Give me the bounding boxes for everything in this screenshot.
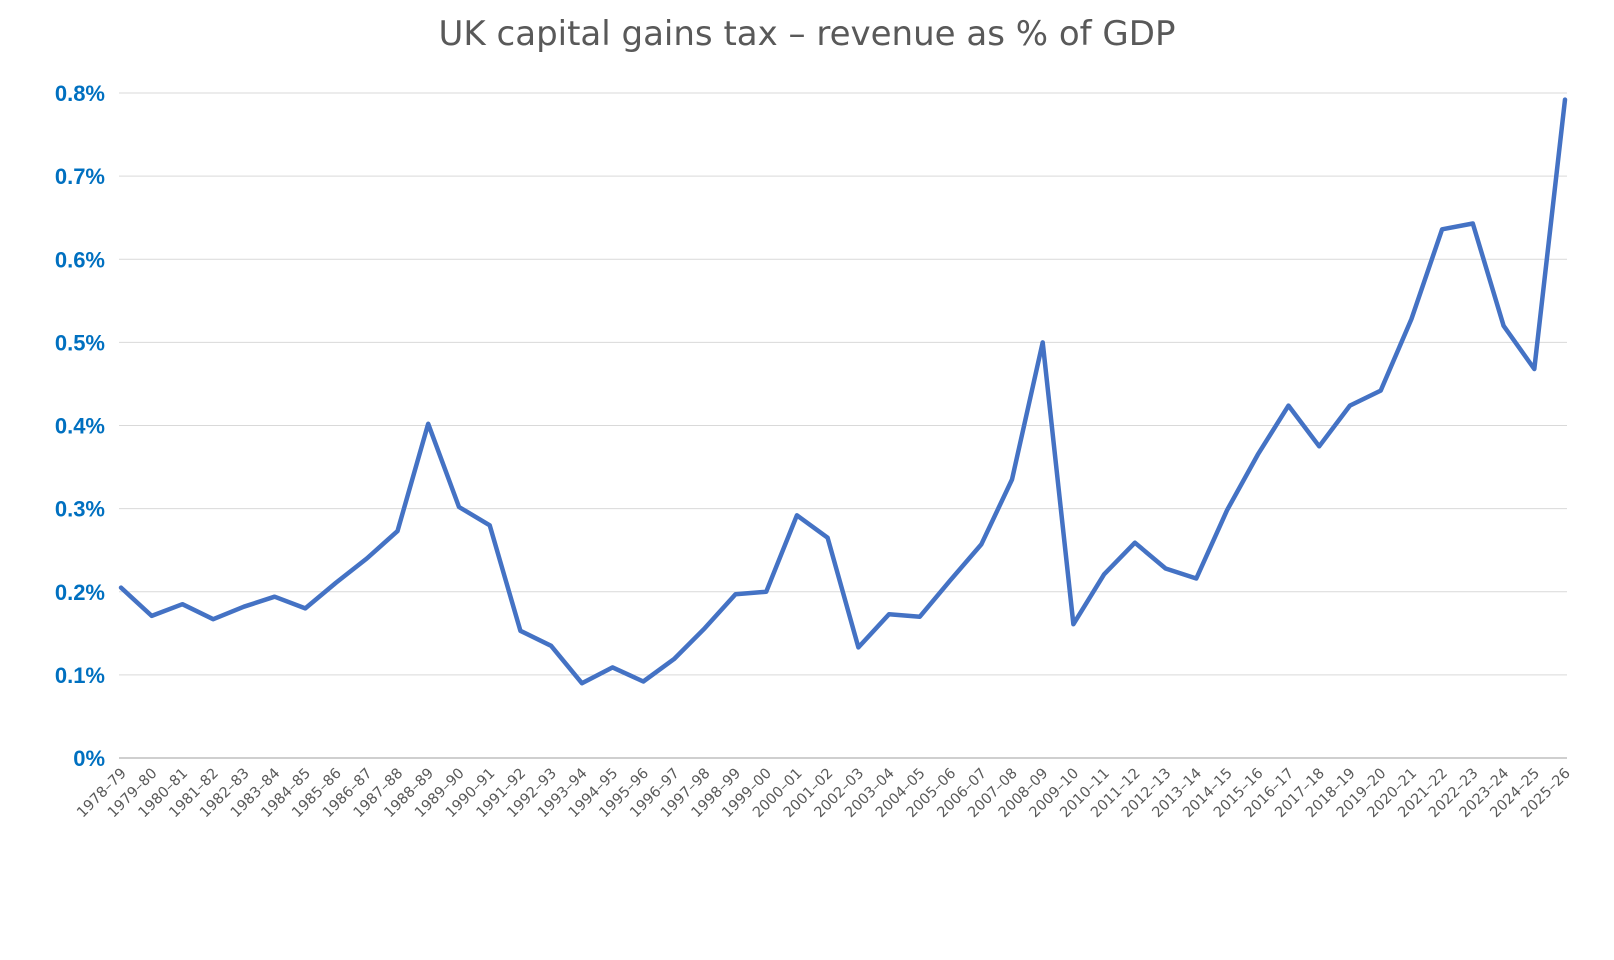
gridlines <box>119 92 1567 759</box>
y-axis-tick-labels: 0% 0.1% 0.2% 0.3% 0.4% 0.5% 0.6% 0.7% 0.8% <box>55 81 105 771</box>
y-tick-label: 0.5% <box>55 330 105 355</box>
y-tick-label: 0.2% <box>55 580 105 605</box>
y-tick-label: 0.7% <box>55 164 105 189</box>
series-line <box>118 97 1568 686</box>
y-tick-label: 0.8% <box>55 81 105 106</box>
x-axis-tick-labels: 1978–791979–801980–811981–821982–831983–… <box>74 766 1574 822</box>
y-tick-label: 0.1% <box>55 663 105 688</box>
y-tick-label: 0.3% <box>55 497 105 522</box>
y-tick-label: 0.4% <box>55 414 105 439</box>
chart-title: UK capital gains tax – revenue as % of G… <box>438 14 1176 54</box>
series-layer <box>118 97 1568 686</box>
y-tick-label: 0.6% <box>55 247 105 272</box>
y-tick-label: 0% <box>73 746 105 771</box>
